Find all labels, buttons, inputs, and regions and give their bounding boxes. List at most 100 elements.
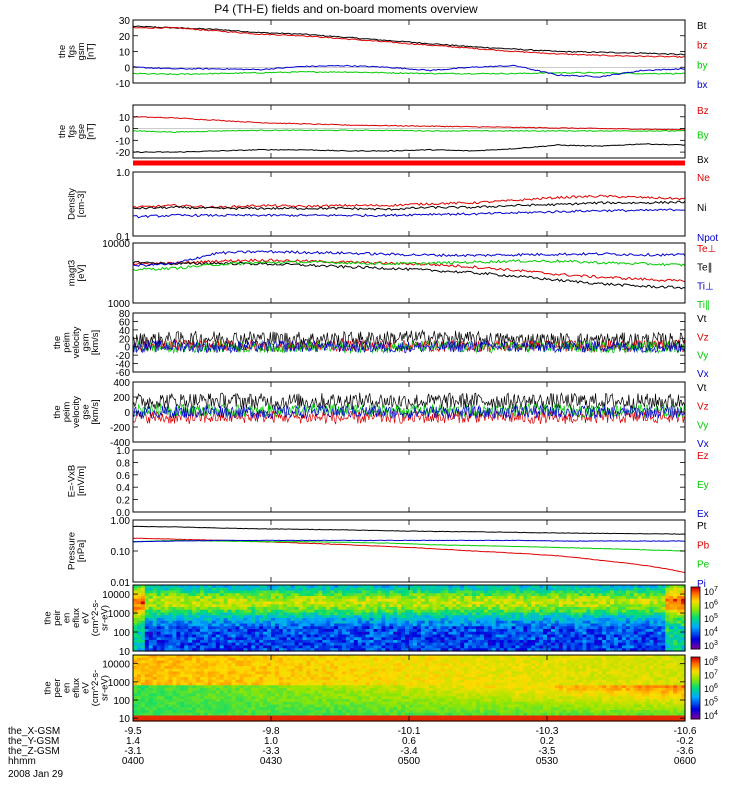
heatmap-cell <box>341 607 347 611</box>
heatmap-cell <box>353 607 359 611</box>
heatmap-cell <box>282 688 288 692</box>
heatmap-cell <box>393 631 398 636</box>
legend-density-1: Ni <box>697 203 706 214</box>
heatmap-cell <box>310 704 315 708</box>
heatmap-cell <box>369 631 375 636</box>
heatmap-cell <box>188 618 193 622</box>
heatmap-cell <box>531 618 536 622</box>
heatmap-cell <box>629 626 635 630</box>
heatmap-cell <box>196 585 201 589</box>
heatmap-cell <box>243 690 248 695</box>
heatmap-cell <box>259 618 264 622</box>
heatmap-cell <box>136 663 142 667</box>
heatmap-cell <box>432 645 438 649</box>
heatmap-cell <box>641 642 647 647</box>
heatmap-cell <box>156 657 162 662</box>
heatmap-cell <box>200 618 205 622</box>
heatmap-cell <box>290 699 296 703</box>
heatmap-cell <box>310 642 315 647</box>
heatmap-cell <box>472 634 477 638</box>
heatmap-cell <box>535 623 540 627</box>
heatmap-cell <box>164 677 170 681</box>
heatmap-cell <box>614 612 619 616</box>
heatmap-cell <box>168 631 174 636</box>
heatmap-cell <box>681 598 686 603</box>
heatmap-cell <box>160 629 166 633</box>
heatmap-cell <box>164 666 170 670</box>
heatmap-cell <box>255 710 260 714</box>
heatmap-cell <box>570 590 576 594</box>
heatmap-cell <box>231 685 237 689</box>
heatmap-cell <box>444 596 450 600</box>
heatmap-cell <box>219 666 225 670</box>
heatmap-cell <box>479 615 485 619</box>
heatmap-cell <box>219 587 225 592</box>
heatmap-cell <box>420 631 426 636</box>
heatmap-cell <box>140 620 146 625</box>
heatmap-cell <box>164 655 170 659</box>
heatmap-cell <box>314 693 319 697</box>
heatmap-cell <box>637 596 643 600</box>
heatmap-cell <box>148 688 154 692</box>
heatmap-cell <box>570 598 576 603</box>
heatmap-cell <box>645 640 651 644</box>
heatmap-cell <box>393 634 398 638</box>
heatmap-cell <box>531 645 536 649</box>
heatmap-cell <box>176 634 181 638</box>
heatmap-cell <box>314 640 319 644</box>
colorbar-swatch <box>691 644 700 647</box>
heatmap-cell <box>341 601 347 605</box>
heatmap-cell <box>286 609 292 614</box>
heatmap-cell <box>192 642 197 647</box>
heatmap-cell <box>267 634 272 638</box>
heatmap-cell <box>282 623 288 627</box>
heatmap-cell <box>227 642 233 647</box>
heatmap-cell <box>188 645 193 649</box>
heatmap-cell <box>215 710 221 714</box>
heatmap-cell <box>476 618 481 622</box>
heatmap-cell <box>649 637 655 641</box>
heatmap-cell <box>326 598 331 603</box>
heatmap-cell <box>251 707 256 711</box>
heatmap-cell <box>629 596 635 600</box>
heatmap-cell <box>294 660 300 664</box>
heatmap-cell <box>188 655 193 659</box>
heatmap-cell <box>160 626 166 630</box>
heatmap-cell <box>168 620 174 625</box>
heatmap-cell <box>511 623 517 627</box>
heatmap-cell <box>152 693 158 697</box>
heatmap-cell <box>318 596 323 600</box>
heatmap-cell <box>207 704 213 708</box>
heatmap-cell <box>306 620 312 625</box>
heatmap-cell <box>164 693 170 697</box>
heatmap-cell <box>330 587 335 592</box>
heatmap-cell <box>409 648 414 652</box>
heatmap-cell <box>219 693 225 697</box>
heatmap-cell <box>290 693 296 697</box>
heatmap-cell <box>468 648 473 652</box>
heatmap-cell <box>310 587 315 592</box>
heatmap-cell <box>523 634 528 638</box>
heatmap-cell <box>416 604 422 608</box>
heatmap-cell <box>136 690 142 695</box>
heatmap-cell <box>243 620 248 625</box>
heatmap-cell <box>503 648 509 652</box>
heatmap-cell <box>148 640 154 644</box>
heatmap-cell <box>160 585 166 589</box>
heatmap-cell <box>361 598 367 603</box>
heatmap-cell <box>661 604 666 608</box>
heatmap-cell <box>349 609 355 614</box>
heatmap-cell <box>456 607 461 611</box>
heatmap-cell <box>669 637 674 641</box>
heatmap-cell <box>152 704 158 708</box>
heatmap-cell <box>274 585 280 589</box>
heatmap-cell <box>184 715 189 719</box>
heatmap-cell <box>231 674 237 678</box>
heatmap-cell <box>405 634 410 638</box>
heatmap-cell <box>602 604 607 608</box>
heatmap-cell <box>681 593 686 597</box>
colorbar-swatch <box>691 625 700 628</box>
heatmap-cell <box>574 612 580 616</box>
heatmap-cell <box>247 645 252 649</box>
heatmap-cell <box>373 585 379 589</box>
